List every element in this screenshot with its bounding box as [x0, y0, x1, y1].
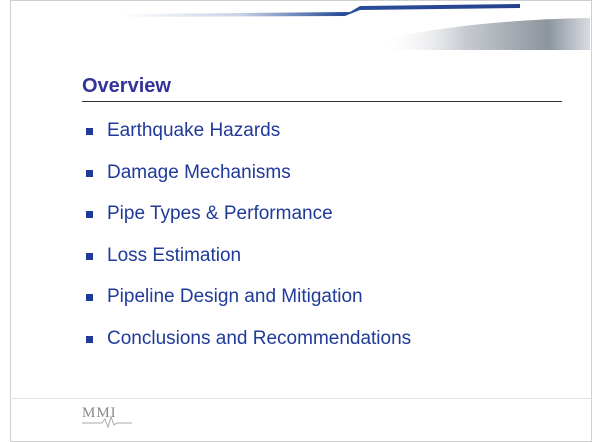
bullet-item: Earthquake Hazards: [86, 112, 411, 154]
logo: MMI: [82, 405, 117, 422]
bullet-item: Damage Mechanisms: [86, 154, 411, 196]
bullet-item: Conclusions and Recommendations: [86, 320, 411, 362]
header-planet: [380, 18, 590, 50]
bullet-item: Loss Estimation: [86, 237, 411, 279]
bullet-item: Pipe Types & Performance: [86, 195, 411, 237]
slide-title: Overview: [82, 75, 171, 98]
slide: Overview Earthquake HazardsDamage Mechan…: [0, 0, 602, 442]
bullet-item: Pipeline Design and Mitigation: [86, 278, 411, 320]
header-swoosh: [120, 4, 520, 17]
